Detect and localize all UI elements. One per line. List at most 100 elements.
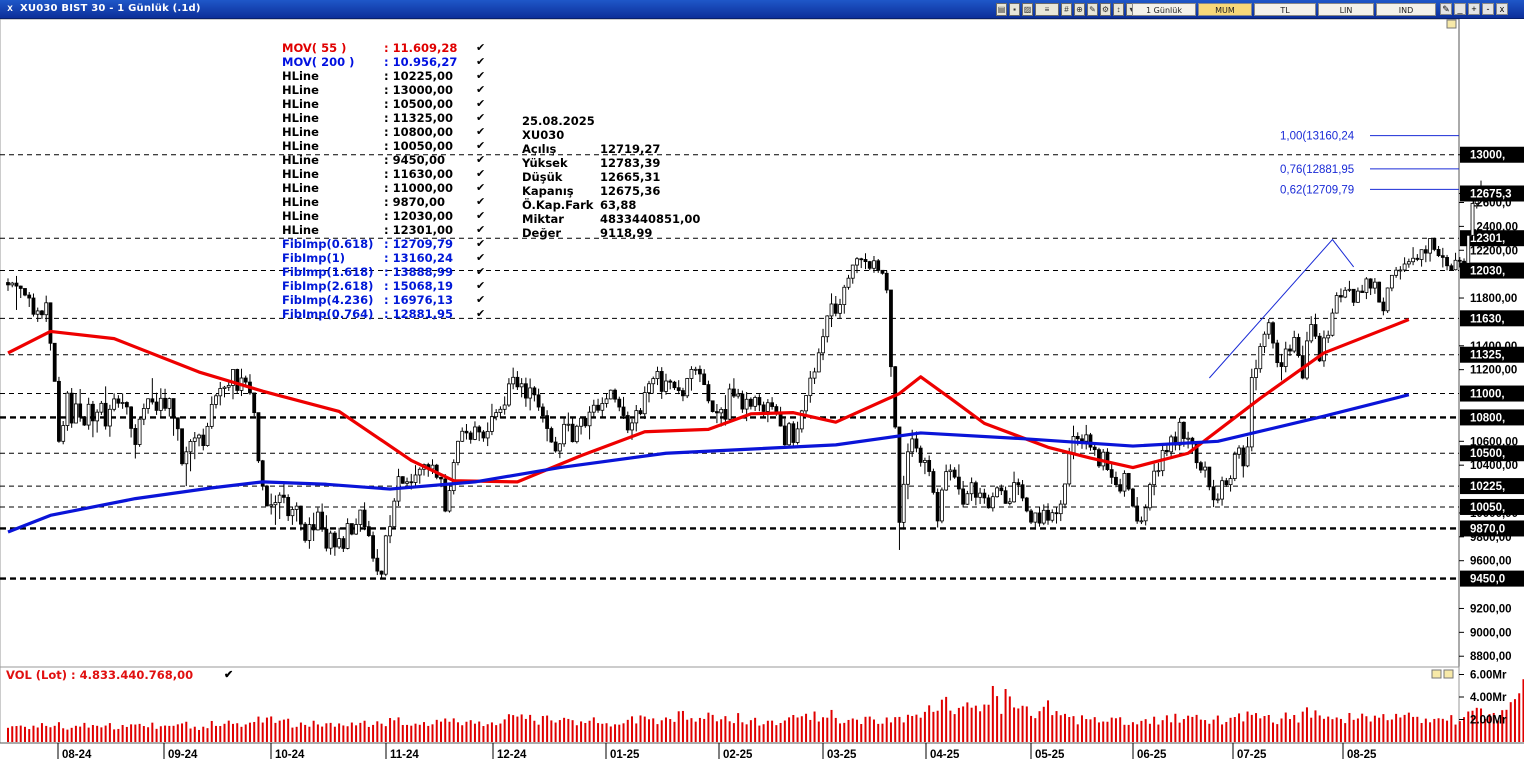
candle-body	[1067, 452, 1072, 485]
legend-check-icon[interactable]: ✔	[476, 153, 486, 166]
x-tick-label: 05-25	[1035, 749, 1065, 761]
candle-body	[990, 496, 995, 509]
save-icon[interactable]: ▪	[1009, 3, 1020, 16]
legend-check-icon[interactable]: ✔	[476, 139, 486, 152]
currency-selector[interactable]: TL	[1254, 3, 1316, 16]
price-chart[interactable]: 13000,12600,012400,0012200,0011800,00114…	[0, 18, 1524, 781]
candle-body	[1449, 265, 1454, 271]
legend-check-icon[interactable]: ✔	[476, 251, 486, 264]
volume-bar	[1127, 724, 1130, 742]
mode-selector[interactable]: IND	[1376, 3, 1436, 16]
volume-bar	[1450, 715, 1453, 742]
candle-body	[1148, 484, 1152, 509]
volume-bar	[1161, 720, 1164, 742]
volume-bar	[1076, 724, 1079, 742]
legend-check-icon[interactable]: ✔	[476, 195, 486, 208]
image-icon[interactable]: ▨	[1022, 3, 1033, 16]
chart-style-selector[interactable]: MUM	[1198, 3, 1252, 16]
volume-bar	[983, 704, 986, 742]
legend-check-icon[interactable]: ✔	[476, 209, 486, 222]
candle-body	[57, 380, 61, 442]
legend-check-icon[interactable]: ✔	[476, 97, 486, 110]
grid-icon[interactable]: #	[1061, 3, 1072, 16]
volume-bar	[66, 729, 69, 742]
candle-body	[740, 393, 745, 410]
volume-bar	[1072, 716, 1075, 742]
fib-label: 0,62(12709,79	[1280, 184, 1354, 196]
legend-check-icon[interactable]: ✔	[476, 55, 486, 68]
candle-body	[1228, 478, 1233, 486]
candle-body	[260, 460, 265, 487]
legend-check-icon[interactable]: ✔	[476, 41, 486, 54]
legend-check-icon[interactable]: ✔	[476, 223, 486, 236]
hline-label-bg	[1460, 310, 1524, 327]
candle-body	[1092, 446, 1097, 451]
volume-bar	[70, 727, 73, 742]
window-close-icon[interactable]: x	[7, 3, 13, 14]
volume-bar	[1335, 717, 1338, 742]
volume-bar	[312, 720, 315, 742]
volume-bar	[1131, 722, 1134, 742]
candle-body	[345, 523, 350, 549]
pin-icon[interactable]: ✎	[1440, 3, 1452, 15]
candle-body	[61, 425, 66, 442]
volume-bar	[1174, 713, 1177, 742]
zoom-icon[interactable]: ⊕	[1074, 3, 1085, 16]
period-selector[interactable]: 1 Günlük	[1132, 3, 1196, 16]
volume-bar	[512, 715, 515, 742]
volume-bar	[872, 719, 875, 742]
candle-body	[243, 377, 248, 383]
legend-check-icon[interactable]: ✔	[476, 279, 486, 292]
volume-bar	[367, 726, 370, 742]
volume-bar	[147, 727, 150, 742]
volume-bar	[881, 723, 884, 742]
volume-check-icon[interactable]: ✔	[224, 669, 234, 681]
scale-selector[interactable]: LIN	[1318, 3, 1374, 16]
remove-button[interactable]: -	[1482, 3, 1494, 15]
minimize-button[interactable]: _	[1454, 3, 1466, 15]
candle-body	[872, 260, 876, 269]
legend-check-icon[interactable]: ✔	[476, 181, 486, 194]
arrow-icon[interactable]: ↕	[1113, 3, 1124, 16]
legend-check-icon[interactable]: ✔	[476, 125, 486, 138]
volume-bar	[410, 725, 413, 742]
tool-icon[interactable]: ⚙	[1100, 3, 1111, 16]
info-date: 25.08.2025	[522, 114, 595, 128]
legend-check-icon[interactable]: ✔	[476, 307, 486, 320]
print-icon[interactable]: ▤	[996, 3, 1007, 16]
legend-check-icon[interactable]: ✔	[476, 293, 486, 306]
legend-check-icon[interactable]: ✔	[476, 167, 486, 180]
candle-body	[209, 404, 214, 427]
hline-label: 12030,	[1470, 266, 1505, 278]
volume-bar	[639, 715, 642, 742]
close-button[interactable]: x	[1496, 3, 1508, 15]
legend-value: : 13888,99	[384, 265, 453, 279]
layout-icon[interactable]: ≡	[1035, 3, 1059, 16]
x-tick-label: 01-25	[610, 749, 640, 761]
legend-check-icon[interactable]: ✔	[476, 69, 486, 82]
volume-bar	[1276, 724, 1279, 742]
x-tick-label: 04-25	[930, 749, 960, 761]
volume-bar	[172, 725, 175, 742]
legend-check-icon[interactable]: ✔	[476, 265, 486, 278]
volume-bar	[1395, 713, 1398, 742]
candle-body	[1351, 288, 1356, 303]
candle-body	[956, 476, 961, 490]
volume-bar	[490, 722, 493, 742]
pencil-icon[interactable]: ✎	[1087, 3, 1098, 16]
volume-bar	[274, 722, 277, 742]
volume-bar	[1356, 718, 1359, 742]
volume-bar	[164, 725, 167, 742]
volume-bar	[1144, 719, 1147, 742]
legend-check-icon[interactable]: ✔	[476, 237, 486, 250]
candle-body	[804, 395, 808, 412]
candle-body	[935, 492, 940, 522]
volume-bar	[1471, 710, 1474, 742]
volume-bar	[108, 723, 111, 742]
volume-bar	[1013, 707, 1016, 742]
legend-check-icon[interactable]: ✔	[476, 111, 486, 124]
add-button[interactable]: +	[1468, 3, 1480, 15]
chart-area[interactable]: 13000,12600,012400,0012200,0011800,00114…	[0, 18, 1524, 781]
volume-bar	[554, 722, 557, 742]
legend-check-icon[interactable]: ✔	[476, 83, 486, 96]
